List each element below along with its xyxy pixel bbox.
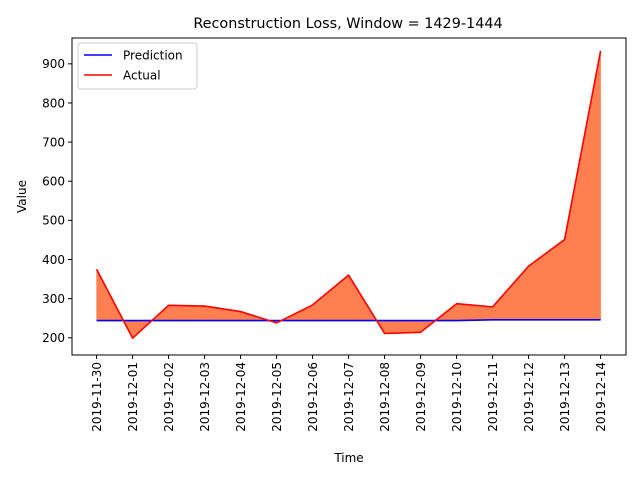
y-tick-label: 900 bbox=[42, 57, 65, 71]
x-tick-label: 2019-12-12 bbox=[522, 362, 536, 432]
x-tick-label: 2019-12-13 bbox=[558, 362, 572, 432]
legend-label-prediction: Prediction bbox=[123, 48, 183, 62]
x-tick-label: 2019-12-01 bbox=[126, 362, 140, 432]
y-tick-label: 800 bbox=[42, 96, 65, 110]
x-tick-label: 2019-12-11 bbox=[486, 362, 500, 432]
x-axis: 2019-11-30 2019-12-01 2019-12-02 2019-12-03… bbox=[90, 355, 608, 432]
x-axis-title: Time bbox=[333, 451, 363, 465]
series-line-actual bbox=[95, 50, 602, 339]
x-tick-label: 2019-12-03 bbox=[198, 362, 212, 432]
x-tick-label: 2019-11-30 bbox=[90, 362, 104, 432]
y-axis: 200 300 400 500 600 700 800 900 bbox=[42, 57, 72, 345]
x-tick-label: 2019-12-08 bbox=[378, 362, 392, 432]
series-lines-layer bbox=[95, 50, 602, 339]
fill-segment bbox=[384, 320, 421, 334]
series-line-prediction bbox=[96, 318, 601, 322]
x-tick-label: 2019-12-06 bbox=[306, 362, 320, 432]
y-tick-label: 700 bbox=[42, 135, 65, 149]
y-tick-label: 200 bbox=[42, 331, 65, 345]
y-tick-label: 500 bbox=[42, 214, 65, 228]
x-tick-label: 2019-12-05 bbox=[270, 362, 284, 432]
legend: Prediction Actual bbox=[77, 42, 198, 90]
y-tick-label: 400 bbox=[42, 253, 65, 267]
fill-segment bbox=[168, 305, 205, 321]
y-axis-title: Value bbox=[15, 180, 29, 213]
x-tick-label: 2019-12-04 bbox=[234, 362, 248, 432]
legend-label-actual: Actual bbox=[123, 68, 161, 82]
x-tick-label: 2019-12-10 bbox=[450, 362, 464, 432]
x-tick-label: 2019-12-09 bbox=[414, 362, 428, 432]
x-tick-label: 2019-12-14 bbox=[594, 362, 608, 432]
y-tick-label: 600 bbox=[42, 175, 65, 189]
x-tick-label: 2019-12-07 bbox=[342, 362, 356, 432]
y-tick-label: 300 bbox=[42, 292, 65, 306]
chart-title: Reconstruction Loss, Window = 1429-1444 bbox=[193, 16, 502, 32]
x-tick-label: 2019-12-02 bbox=[162, 362, 176, 432]
